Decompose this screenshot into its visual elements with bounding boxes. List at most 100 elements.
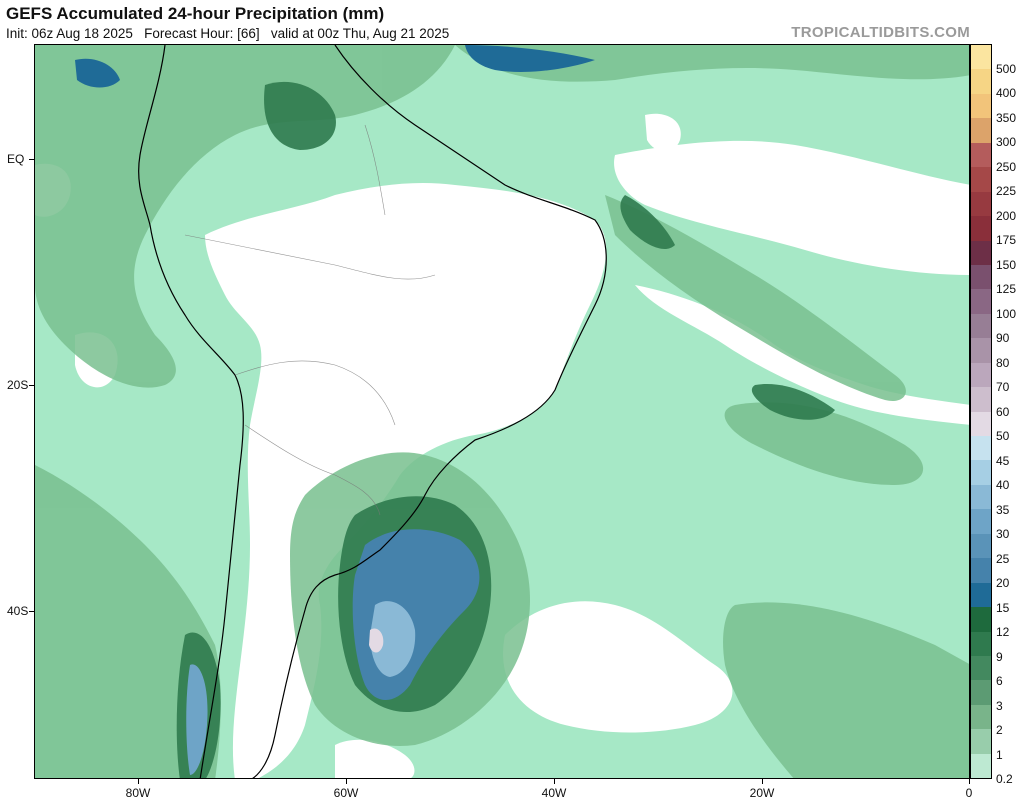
precip-atlantic-band — [605, 195, 906, 401]
colorbar-label: 15 — [996, 600, 1010, 615]
colorbar-label: 250 — [996, 159, 1017, 174]
colorbar-segment — [971, 118, 991, 143]
colorbar-segment — [971, 69, 991, 94]
colorbar-label: 225 — [996, 184, 1017, 198]
colorbar-label: 2 — [996, 723, 1003, 737]
colorbar-segment — [971, 142, 991, 168]
dry-north-atlantic — [614, 140, 969, 275]
colorbar-label: 40 — [996, 478, 1010, 492]
lon-label-40w: 40W — [541, 786, 567, 800]
colorbar-label: 25 — [996, 551, 1010, 566]
precip-north-atlantic — [455, 45, 969, 82]
colorbar-segment — [971, 509, 991, 534]
colorbar-segment — [971, 655, 991, 681]
lat-tick-20s — [29, 385, 34, 386]
precip-light-blue — [370, 601, 416, 677]
precip-colorbar — [970, 44, 992, 779]
precip-chile-blue — [186, 664, 208, 775]
colorbar-label: 35 — [996, 502, 1010, 517]
colorbar-segment — [971, 533, 991, 559]
colorbar-label: 0.2 — [996, 772, 1013, 786]
country-borders — [184, 124, 436, 516]
lon-label-60w: 60W — [333, 786, 359, 800]
colorbar-segment — [971, 338, 991, 363]
chart-subtitle: Init: 06z Aug 18 2025 Forecast Hour: [66… — [6, 26, 450, 41]
colorbar-segment — [971, 753, 991, 779]
lon-label-0: 0 — [965, 786, 973, 800]
colorbar-segment — [971, 313, 991, 339]
border-c — [244, 424, 381, 516]
colorbar-label: 100 — [996, 306, 1017, 321]
colorbar-segment — [971, 729, 991, 754]
lat-label-eq: EQ — [7, 152, 25, 166]
lon-tick-20w — [762, 779, 763, 784]
colorbar-label: 50 — [996, 429, 1010, 443]
colorbar-segment — [971, 680, 991, 705]
colorbar-segment — [971, 558, 991, 583]
dry-patch-north — [645, 113, 681, 152]
lat-tick-40s — [29, 611, 34, 612]
lat-tick-eq — [29, 159, 34, 160]
colorbar-label: 150 — [996, 257, 1017, 272]
source-watermark: TROPICALTIDBITS.COM — [791, 24, 970, 41]
colorbar-label: 70 — [996, 380, 1010, 394]
lat-label-40s: 40S — [7, 604, 29, 618]
map-canvas — [35, 45, 969, 778]
colorbar-segment — [971, 362, 991, 388]
colorbar-segment — [971, 436, 991, 461]
precip-southeast-pacific — [35, 465, 221, 778]
dry-band-central — [635, 285, 969, 425]
colorbar-segment — [971, 264, 991, 290]
precip-atlantic-streak — [620, 195, 675, 250]
colorbar-label: 125 — [996, 282, 1017, 296]
colorbar-label: 20 — [996, 576, 1010, 590]
colorbar-segment — [971, 45, 991, 70]
colorbar-label: 300 — [996, 135, 1017, 149]
chart-title: GEFS Accumulated 24-hour Precipitation (… — [6, 4, 385, 23]
colorbar-segment — [971, 484, 991, 510]
colorbar-label: 45 — [996, 453, 1010, 468]
colorbar-label: 60 — [996, 404, 1010, 419]
lon-tick-80w — [138, 779, 139, 784]
heavy-precip — [75, 45, 595, 775]
lon-tick-0 — [969, 779, 970, 784]
coast-west — [138, 45, 244, 778]
dry-south-tip — [335, 739, 415, 778]
colorbar-segment — [971, 216, 991, 241]
colorbar-label: 12 — [996, 625, 1010, 639]
colorbar-segment — [971, 240, 991, 265]
colorbar-label: 90 — [996, 331, 1010, 345]
colorbar-label: 30 — [996, 527, 1010, 541]
border-a — [184, 234, 436, 280]
colorbar-label: 1 — [996, 747, 1003, 762]
coast-east — [252, 45, 607, 778]
border-b — [234, 360, 396, 426]
precip-atlantic-core — [751, 384, 835, 420]
colorbar-segment — [971, 631, 991, 656]
colorbar-segment — [971, 607, 991, 632]
colorbar-label: 400 — [996, 86, 1017, 100]
lon-tick-40w — [554, 779, 555, 784]
lon-tick-60w — [346, 779, 347, 784]
lon-label-80w: 80W — [125, 786, 151, 800]
colorbar-label: 6 — [996, 674, 1003, 688]
colorbar-segment — [971, 289, 991, 314]
lon-label-20w: 20W — [749, 786, 775, 800]
precipitation-map — [34, 44, 970, 779]
colorbar-label: 500 — [996, 61, 1017, 76]
colorbar-segment — [971, 704, 991, 730]
colorbar-label: 80 — [996, 355, 1010, 370]
colorbar-label: 3 — [996, 698, 1003, 713]
colorbar-segment — [971, 582, 991, 608]
colorbar-label: 9 — [996, 649, 1003, 664]
colorbar-label: 175 — [996, 233, 1017, 247]
precip-north-blue — [465, 45, 595, 72]
lat-label-20s: 20S — [7, 378, 29, 392]
colorbar-segment — [971, 411, 991, 436]
coastlines — [138, 45, 607, 778]
precip-peak — [369, 628, 384, 653]
colorbar-label: 200 — [996, 208, 1017, 223]
precip-south-atlantic — [723, 602, 969, 778]
dry-south-atlantic — [503, 601, 733, 733]
